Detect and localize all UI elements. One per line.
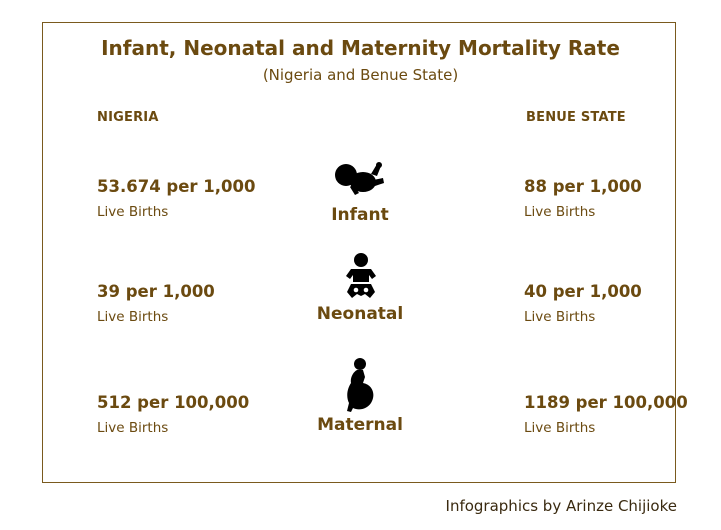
column-header-nigeria: NIGERIA — [97, 110, 159, 125]
benue-maternal-rate: 1189 per 100,000 — [524, 393, 688, 412]
nigeria-neonatal-unit: Live Births — [97, 309, 169, 325]
infant-icon — [335, 162, 384, 195]
infographic-frame — [42, 22, 676, 483]
benue-infant-unit: Live Births — [524, 204, 596, 220]
category-label-maternal: Maternal — [317, 415, 403, 435]
benue-neonatal-unit: Live Births — [524, 309, 596, 325]
baby-icon — [346, 253, 376, 298]
author-credit: Infographics by Arinze Chijioke — [445, 497, 677, 515]
category-label-infant: Infant — [331, 205, 389, 225]
benue-neonatal-rate: 40 per 1,000 — [524, 282, 642, 301]
nigeria-neonatal-rate: 39 per 1,000 — [97, 282, 215, 301]
benue-maternal-unit: Live Births — [524, 420, 596, 436]
infographic-title: Infant, Neonatal and Maternity Mortality… — [101, 36, 620, 60]
nigeria-infant-rate: 53.674 per 1,000 — [97, 177, 256, 196]
nigeria-maternal-rate: 512 per 100,000 — [97, 393, 250, 412]
nigeria-maternal-unit: Live Births — [97, 420, 169, 436]
benue-infant-rate: 88 per 1,000 — [524, 177, 642, 196]
pregnant-woman-icon — [347, 358, 374, 412]
infographic-subtitle: (Nigeria and Benue State) — [262, 66, 459, 84]
category-label-neonatal: Neonatal — [316, 304, 404, 324]
column-header-benue: BENUE STATE — [526, 110, 626, 125]
nigeria-infant-unit: Live Births — [97, 204, 169, 220]
